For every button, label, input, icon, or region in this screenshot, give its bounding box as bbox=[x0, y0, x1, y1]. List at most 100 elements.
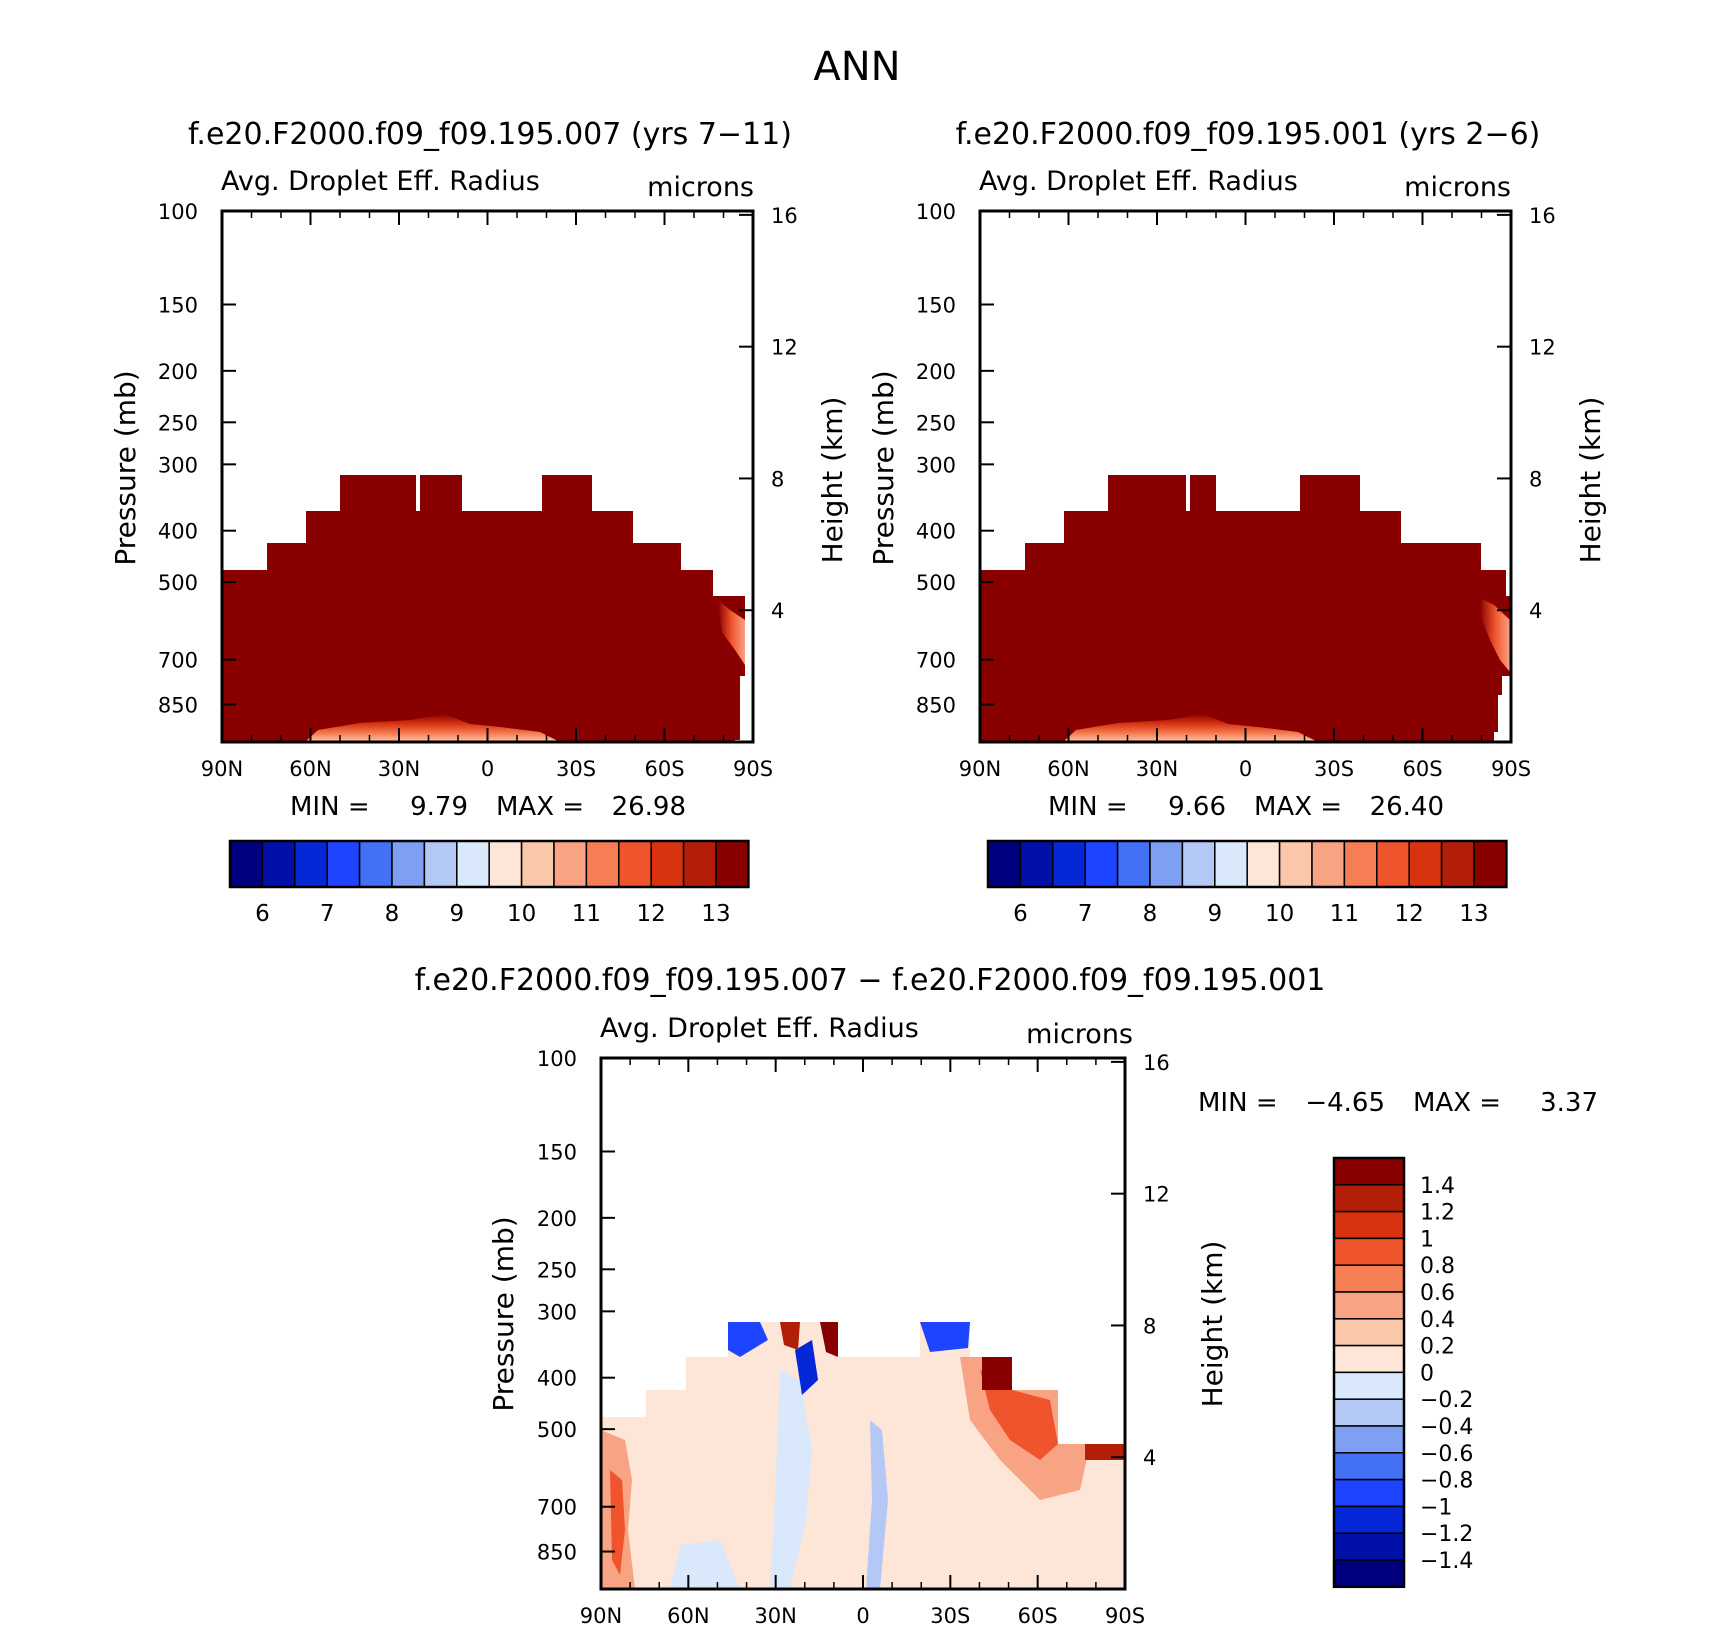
colorbar-swatch bbox=[391, 840, 426, 888]
panel-diff-max-value: 3.37 bbox=[1540, 1088, 1598, 1118]
y-tick-label: 200 bbox=[158, 360, 198, 384]
colorbar-swatch bbox=[1116, 840, 1151, 888]
colorbar-swatch bbox=[1019, 840, 1054, 888]
colorbar-swatch bbox=[553, 840, 588, 888]
colorbar-swatch bbox=[1333, 1210, 1405, 1240]
colorbar-label: 7 bbox=[320, 901, 335, 927]
colorbar-swatch bbox=[1333, 1157, 1405, 1186]
panel-left-title: f.e20.F2000.f09_f09.195.007 (yrs 7−11) bbox=[188, 117, 792, 152]
y2-tick-label: 4 bbox=[1143, 1446, 1156, 1470]
y-tick-label: 700 bbox=[537, 1496, 577, 1520]
colorbar-swatch bbox=[1052, 840, 1086, 888]
colorbar-label: −0.6 bbox=[1420, 1442, 1473, 1467]
y-tick-label: 500 bbox=[537, 1418, 577, 1442]
colorbar-label: 0.8 bbox=[1420, 1254, 1455, 1279]
y-tick-label: 200 bbox=[537, 1207, 577, 1231]
x-tick-label: 30N bbox=[1136, 757, 1178, 781]
colorbar-frame bbox=[1332, 1156, 1406, 1589]
y-tick-label: 850 bbox=[537, 1541, 577, 1565]
colorbar-swatch bbox=[1333, 1318, 1405, 1347]
colorbar-swatch bbox=[1440, 840, 1475, 888]
x-tick-label: 90S bbox=[1105, 1604, 1145, 1628]
colorbar-label: 12 bbox=[1395, 901, 1424, 927]
panel-diff-blue-patch-3 bbox=[920, 1322, 970, 1352]
y-tick-label: 400 bbox=[158, 520, 198, 544]
x-tick-label: 30S bbox=[1314, 757, 1354, 781]
colorbar-label: −1.4 bbox=[1420, 1549, 1473, 1574]
colorbar-label: 0.4 bbox=[1420, 1308, 1455, 1333]
panel-diff-colorbar: 1.41.210.80.60.40.20−0.2−0.4−0.6−0.8−1−1… bbox=[1332, 1156, 1473, 1589]
colorbar-frame bbox=[986, 839, 1508, 889]
colorbar-swatch bbox=[1333, 1478, 1405, 1508]
panel-diff-ylabel: Pressure (mb) bbox=[487, 1216, 520, 1411]
colorbar-swatch bbox=[1333, 1371, 1405, 1400]
y2-tick-label: 8 bbox=[1529, 467, 1542, 491]
y-tick-label: 100 bbox=[916, 200, 956, 224]
colorbar-swatch bbox=[1084, 840, 1119, 888]
colorbar-swatch bbox=[1311, 840, 1346, 888]
colorbar-swatch bbox=[1333, 1505, 1405, 1534]
panel-diff-red-patch-1 bbox=[780, 1322, 800, 1350]
y-tick-label: 250 bbox=[916, 411, 956, 435]
y-tick-label: 250 bbox=[537, 1258, 577, 1282]
y-tick-label: 200 bbox=[916, 360, 956, 384]
panel-diff-min-label: MIN = bbox=[1198, 1088, 1278, 1118]
panel-diff-field bbox=[601, 1322, 1125, 1589]
x-tick-label: 30S bbox=[556, 757, 596, 781]
panel-diff-axes: 100 150 200 250 300 400 500 700 850 4 8 12 16 90N 60N 3… bbox=[537, 1047, 1170, 1628]
colorbar-swatch bbox=[1246, 840, 1281, 888]
colorbar-swatch bbox=[1333, 1398, 1405, 1427]
colorbar-swatch bbox=[1408, 840, 1443, 888]
y2-tick-label: 12 bbox=[771, 336, 798, 360]
y-tick-label: 300 bbox=[537, 1300, 577, 1324]
panel-left: f.e20.F2000.f09_f09.195.007 (yrs 7−11) A… bbox=[109, 117, 849, 927]
y2-tick-label: 16 bbox=[1529, 204, 1556, 228]
colorbar-label: 9 bbox=[1207, 901, 1222, 927]
colorbar-label: 1.4 bbox=[1420, 1174, 1455, 1199]
panel-left-field-edge-gradient bbox=[718, 600, 745, 665]
colorbar-swatch bbox=[585, 840, 620, 888]
panel-right-field bbox=[980, 475, 1510, 742]
colorbar-label: 13 bbox=[701, 901, 730, 927]
y-tick-label: 150 bbox=[537, 1141, 577, 1165]
colorbar-label: −1 bbox=[1420, 1495, 1452, 1520]
x-tick-label: 60N bbox=[667, 1604, 709, 1628]
colorbar-label: 1 bbox=[1420, 1227, 1434, 1252]
colorbar-swatch bbox=[488, 840, 523, 888]
colorbar-label: 13 bbox=[1459, 901, 1488, 927]
y-tick-label: 500 bbox=[158, 571, 198, 595]
panel-diff-min-value: −4.65 bbox=[1305, 1088, 1385, 1118]
y-tick-label: 400 bbox=[916, 520, 956, 544]
x-tick-label: 90S bbox=[1491, 757, 1531, 781]
colorbar-label: 11 bbox=[1330, 901, 1359, 927]
y2-tick-label: 4 bbox=[771, 599, 784, 623]
y-tick-label: 300 bbox=[916, 453, 956, 477]
colorbar-label: 0 bbox=[1420, 1361, 1434, 1386]
panel-diff-title: f.e20.F2000.f09_f09.195.007 − f.e20.F200… bbox=[415, 963, 1326, 998]
panel-left-min-label: MIN = bbox=[290, 792, 370, 822]
colorbar-label: 6 bbox=[255, 901, 270, 927]
colorbar-swatch bbox=[1333, 1184, 1405, 1213]
panel-right-axes: 100 150 200 250 300 400 500 700 850 4 8 12 16 90N 60N 3… bbox=[916, 200, 1556, 781]
colorbar-swatch bbox=[1333, 1264, 1405, 1293]
colorbar-swatch bbox=[1333, 1237, 1405, 1266]
y-tick-label: 850 bbox=[916, 694, 956, 718]
y-tick-label: 500 bbox=[916, 571, 956, 595]
colorbar-swatch bbox=[682, 840, 717, 888]
panel-diff-dark-red-edge bbox=[1085, 1444, 1125, 1460]
colorbar-swatch bbox=[1333, 1291, 1405, 1320]
x-tick-label: 60S bbox=[1402, 757, 1442, 781]
x-tick-label: 60N bbox=[289, 757, 331, 781]
y-tick-label: 400 bbox=[537, 1367, 577, 1391]
colorbar-swatch bbox=[326, 840, 361, 888]
colorbar-swatch bbox=[1343, 840, 1378, 888]
colorbar-swatch bbox=[423, 840, 458, 888]
x-tick-label: 90N bbox=[959, 757, 1001, 781]
panel-left-min-value: 9.79 bbox=[410, 792, 468, 822]
colorbar-label: −0.2 bbox=[1420, 1388, 1473, 1413]
y-tick-label: 100 bbox=[158, 200, 198, 224]
panel-left-max-value: 26.98 bbox=[612, 792, 686, 822]
colorbar-swatch bbox=[715, 840, 750, 888]
colorbar-label: 7 bbox=[1078, 901, 1093, 927]
